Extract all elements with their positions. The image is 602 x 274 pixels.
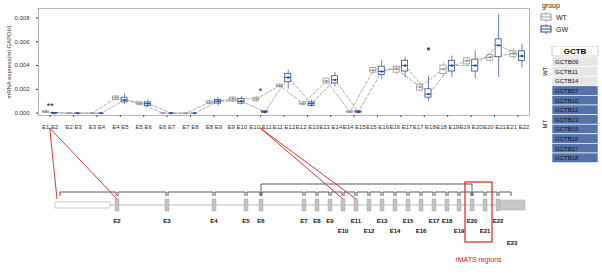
svg-text:E3: E3 [163, 218, 171, 224]
svg-text:E13: E13 [377, 218, 388, 224]
svg-text:GCTB17: GCTB17 [555, 146, 579, 152]
svg-text:E8 E9: E8 E9 [206, 124, 223, 130]
svg-text:E11 E12: E11 E12 [273, 124, 296, 130]
svg-text:E4 E5: E4 E5 [112, 124, 129, 130]
svg-text:**: ** [47, 101, 55, 111]
svg-text:GCTB12: GCTB12 [555, 107, 579, 113]
svg-text:WT: WT [542, 66, 548, 76]
svg-text:E18: E18 [442, 218, 453, 224]
svg-text:E14 E15: E14 E15 [343, 124, 367, 130]
svg-text:0.002: 0.002 [14, 86, 30, 92]
html-text:GW: GW [556, 25, 569, 33]
svg-text:E2 E3: E2 E3 [65, 124, 82, 130]
svg-text:GCTB15: GCTB15 [555, 126, 579, 132]
svg-text:E16: E16 [416, 228, 427, 234]
svg-text:E22: E22 [493, 218, 504, 224]
svg-text:E1 E2: E1 E2 [42, 124, 59, 130]
svg-text:E19 E20: E19 E20 [460, 124, 484, 130]
svg-text:E5: E5 [242, 218, 250, 224]
svg-text:E3 E4: E3 E4 [89, 124, 106, 130]
svg-text:E11: E11 [351, 218, 362, 224]
svg-text:0.004: 0.004 [14, 62, 30, 68]
svg-text:mRNA express(rel GAPDH): mRNA express(rel GAPDH) [6, 25, 12, 99]
svg-text:E4: E4 [210, 218, 218, 224]
svg-text:GCTB16: GCTB16 [555, 136, 579, 142]
svg-text:GCTB14: GCTB14 [555, 78, 579, 84]
svg-text:E7 E8: E7 E8 [182, 124, 199, 130]
svg-text:E6: E6 [257, 218, 265, 224]
svg-text:E14: E14 [390, 228, 401, 234]
svg-text:E20 E21: E20 E21 [483, 124, 507, 130]
svg-text:E5 E6: E5 E6 [136, 124, 153, 130]
svg-text:GCTB10: GCTB10 [555, 98, 579, 104]
svg-text:E17: E17 [429, 218, 440, 224]
svg-text:*: * [259, 86, 263, 96]
svg-text:E8: E8 [313, 218, 321, 224]
svg-text:E21: E21 [480, 228, 491, 234]
svg-text:rMATS regions: rMATS regions [455, 256, 502, 264]
html-text:group: group [542, 2, 560, 9]
svg-text:E9 E10: E9 E10 [227, 124, 247, 130]
svg-text:E18 E19: E18 E19 [436, 124, 460, 130]
svg-text:E20: E20 [467, 218, 478, 224]
svg-text:E15 E16: E15 E16 [366, 124, 390, 130]
svg-text:E16 E17: E16 E17 [389, 124, 413, 130]
svg-text:0.006: 0.006 [14, 39, 30, 45]
svg-text:E6 E7: E6 E7 [159, 124, 176, 130]
svg-text:E19: E19 [454, 228, 465, 234]
svg-text:E12 E13: E12 E13 [296, 124, 320, 130]
svg-text:E13 E14: E13 E14 [319, 124, 343, 130]
svg-text:E7: E7 [300, 218, 308, 224]
svg-text:MT: MT [542, 120, 548, 129]
svg-text:GCTB07: GCTB07 [555, 88, 579, 94]
html-text:WT: WT [556, 13, 567, 21]
svg-text:E21 E22: E21 E22 [506, 124, 530, 130]
svg-text:GCTB: GCTB [564, 47, 587, 56]
svg-text:E15: E15 [403, 218, 414, 224]
svg-text:E17 E18: E17 E18 [413, 124, 437, 130]
svg-text:E12: E12 [364, 228, 375, 234]
svg-text:E9: E9 [326, 218, 334, 224]
svg-text:GCTB13: GCTB13 [555, 117, 579, 123]
svg-text:0.008: 0.008 [14, 15, 30, 21]
svg-text:0.000: 0.000 [14, 110, 30, 116]
svg-text:GCTB18: GCTB18 [555, 155, 579, 161]
svg-text:GCTB11: GCTB11 [555, 69, 579, 75]
svg-text:E23: E23 [507, 240, 518, 246]
svg-text:E10: E10 [338, 228, 349, 234]
svg-text:E2: E2 [113, 218, 121, 224]
svg-text:GCTB09: GCTB09 [555, 59, 579, 65]
svg-text:E10 E11: E10 E11 [249, 124, 272, 130]
